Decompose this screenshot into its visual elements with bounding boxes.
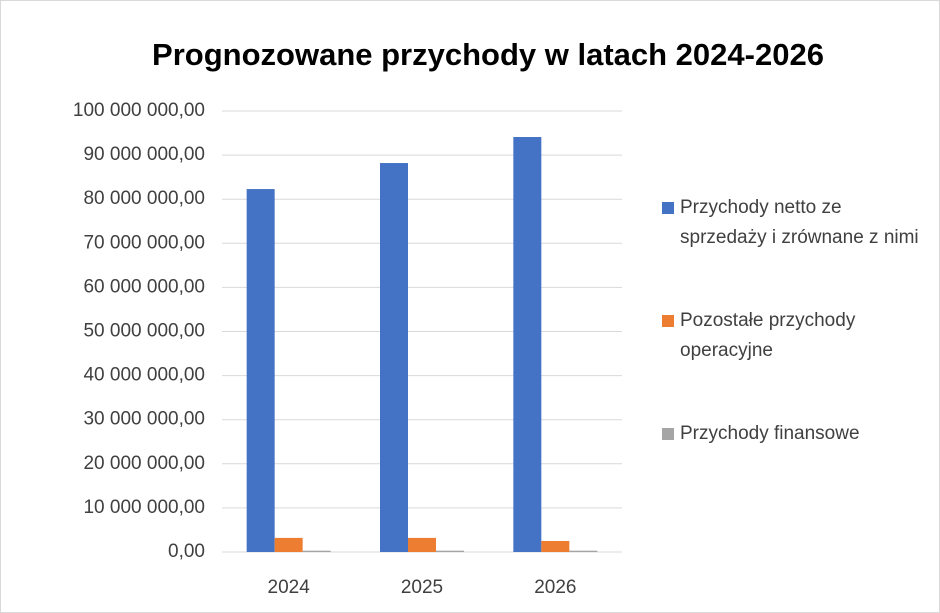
- bar: [541, 540, 570, 552]
- y-tick-label: 70 000 000,00: [83, 232, 205, 253]
- legend-label: Przychody netto ze sprzedaży i zrównane …: [680, 197, 919, 248]
- chart-title: Prognozowane przychody w latach 2024-202…: [152, 37, 824, 72]
- bar: [569, 550, 598, 552]
- x-tick-label: 2026: [534, 577, 576, 598]
- legend-item: Przychody finansowe: [662, 419, 922, 449]
- legend-swatch: [662, 202, 674, 214]
- y-tick-label: 80 000 000,00: [83, 188, 205, 209]
- legend-item: Przychody netto ze sprzedaży i zrównane …: [662, 193, 922, 253]
- bar: [408, 537, 436, 552]
- y-tick-label: 90 000 000,00: [83, 144, 205, 165]
- y-tick-label: 40 000 000,00: [83, 365, 205, 386]
- x-tick-label: 2025: [401, 577, 443, 598]
- y-tick-label: 100 000 000,00: [73, 100, 205, 121]
- bar: [380, 163, 408, 552]
- bar: [436, 550, 464, 552]
- legend-item: Pozostałe przychody operacyjne: [662, 306, 922, 366]
- y-tick-label: 0,00: [168, 541, 205, 562]
- y-tick-label: 30 000 000,00: [83, 409, 205, 430]
- legend-label: Przychody finansowe: [680, 423, 860, 444]
- y-tick-label: 10 000 000,00: [83, 497, 205, 518]
- bar: [302, 550, 331, 552]
- legend-swatch: [662, 315, 674, 327]
- bar: [513, 137, 542, 553]
- x-tick-label: 2024: [268, 577, 311, 598]
- bar: [246, 189, 275, 552]
- legend-label: Pozostałe przychody operacyjne: [680, 310, 856, 361]
- y-tick-label: 50 000 000,00: [83, 321, 205, 342]
- legend-swatch: [662, 428, 674, 440]
- bar: [274, 537, 303, 552]
- y-tick-label: 60 000 000,00: [83, 276, 205, 297]
- y-tick-label: 20 000 000,00: [83, 453, 205, 474]
